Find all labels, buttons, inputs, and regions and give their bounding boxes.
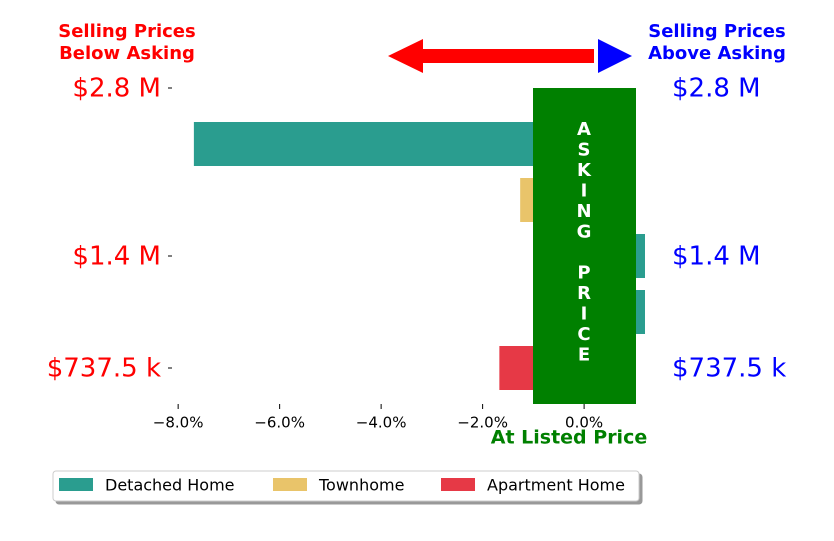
legend-box — [52, 470, 640, 502]
y-tick-label: $1.4 M — [72, 242, 161, 272]
legend-label: Apartment Home — [487, 476, 625, 495]
legend-swatch — [273, 478, 307, 491]
left-title: Selling Prices — [58, 21, 195, 42]
bar — [193, 122, 585, 166]
asking-price-box — [533, 88, 636, 404]
x-tick-label: −8.0% — [153, 414, 204, 432]
arrow-right — [598, 39, 632, 73]
legend-label: Townhome — [318, 476, 404, 495]
x-tick-label: −2.0% — [457, 414, 508, 432]
legend-swatch — [59, 478, 93, 491]
legend-label: Detached Home — [105, 476, 235, 495]
y-tick-label: $2.8 M — [72, 74, 161, 104]
x-tick-label: −6.0% — [254, 414, 305, 432]
right-title: Above Asking — [648, 43, 786, 64]
y-tick-label: $737.5 k — [47, 354, 161, 384]
left-title: Below Asking — [59, 43, 195, 64]
arrow-left — [388, 39, 594, 73]
legend-swatch — [441, 478, 475, 491]
x-tick-label: −4.0% — [356, 414, 407, 432]
y2-tick-label: $737.5 k — [672, 354, 786, 384]
y2-tick-label: $1.4 M — [672, 242, 761, 272]
center-label: At Listed Price — [491, 427, 647, 449]
legend: Detached Home Townhome Apartment Home — [52, 470, 640, 502]
y2-tick-label: $2.8 M — [672, 74, 761, 104]
x-tick-label: 0.0% — [565, 414, 603, 432]
right-title: Selling Prices — [648, 21, 785, 42]
